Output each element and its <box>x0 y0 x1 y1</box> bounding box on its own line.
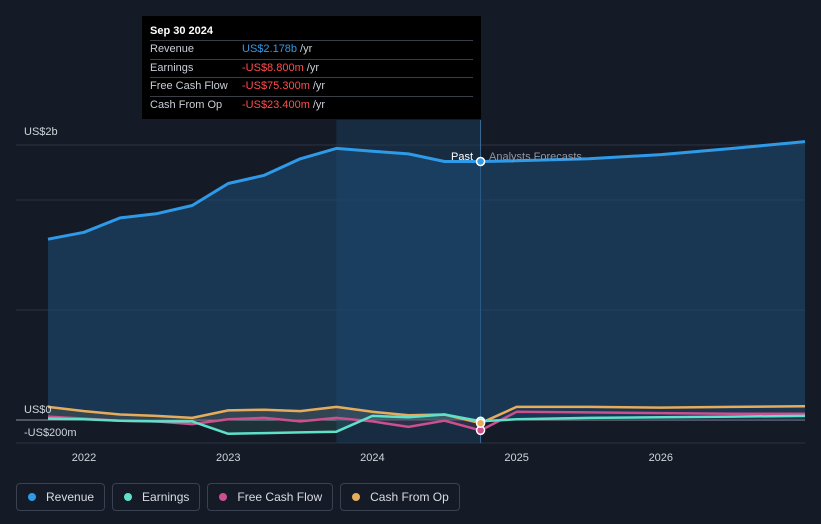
x-tick-label: 2025 <box>504 452 528 464</box>
earnings-forecast-line <box>480 414 806 423</box>
cash-from-op-marker <box>475 418 486 428</box>
revenue-area <box>48 141 805 420</box>
series-lines <box>47 140 806 436</box>
tooltip-row-earnings: Earnings -US$8.800m /yr <box>150 58 473 78</box>
x-tick-label: 2026 <box>649 452 673 464</box>
past-label: Past <box>451 151 473 163</box>
legend: Revenue Earnings Free Cash Flow Cash Fro… <box>16 483 460 511</box>
tooltip-value: US$2.178b <box>242 43 298 55</box>
revenue-marker <box>475 156 486 167</box>
x-tick-label: 2022 <box>72 452 96 464</box>
revenue-dot-icon <box>28 493 36 501</box>
cash-from-op-area <box>48 406 481 424</box>
cfo-dot-icon <box>352 493 361 501</box>
legend-label: Cash From Op <box>370 490 449 504</box>
tooltip-label: Revenue <box>150 43 195 55</box>
hover-markers <box>475 156 486 436</box>
legend-item-earnings[interactable]: Earnings <box>112 483 201 511</box>
tooltip-row-revenue: Revenue US$2.178b /yr <box>150 40 473 59</box>
legend-label: Earnings <box>142 490 190 504</box>
tooltip-unit: /yr <box>312 98 326 111</box>
tooltip-unit: /yr <box>306 61 319 74</box>
tooltip-unit: /yr <box>300 43 313 55</box>
x-axis-ticks: 2022 2023 2024 2025 2026 <box>72 452 673 464</box>
tooltip-value: -US$8.800m <box>242 61 304 74</box>
legend-item-cash-from-op[interactable]: Cash From Op <box>340 483 460 511</box>
tooltip-date: Sep 30 2024 <box>150 25 213 37</box>
cash-from-op-forecast-line <box>480 405 806 425</box>
tooltip-row-fcf: Free Cash Flow -US$75.300m /yr <box>150 77 473 96</box>
forecast-label: Analysts Forecasts <box>489 151 582 163</box>
tooltip-label: Earnings <box>150 61 194 74</box>
y-tick-label: US$2b <box>24 126 58 138</box>
series-areas <box>48 141 805 434</box>
free-cash-flow-area <box>48 416 481 431</box>
tooltip-value: -US$23.400m <box>242 98 310 111</box>
legend-item-revenue[interactable]: Revenue <box>16 483 106 511</box>
revenue-past-line <box>47 146 481 241</box>
legend-label: Free Cash Flow <box>237 490 323 504</box>
fcf-dot-icon <box>219 493 228 501</box>
tooltip-label: Free Cash Flow <box>150 80 228 92</box>
tooltip-row-cfo: Cash From Op -US$23.400m /yr <box>150 95 473 115</box>
tooltip-value: -US$75.300m <box>242 80 310 92</box>
cash-from-op-past-line <box>47 405 481 425</box>
y-tick-label: US$0 <box>24 404 52 416</box>
revenue-forecast-line <box>480 140 806 163</box>
free-cash-flow-forecast-line <box>480 410 805 432</box>
legend-label: Revenue <box>46 490 95 504</box>
tooltip-unit: /yr <box>312 80 326 92</box>
earnings-area <box>48 414 481 434</box>
x-tick-label: 2023 <box>216 452 240 464</box>
earnings-past-line <box>47 413 481 436</box>
tooltip: Sep 30 2024 Revenue US$2.178b /yr Earnin… <box>142 16 481 119</box>
y-tick-label: -US$200m <box>24 427 77 439</box>
earnings-dot-icon <box>124 493 133 501</box>
x-tick-label: 2024 <box>360 452 384 464</box>
y-axis-ticks: US$2b US$0 -US$200m <box>24 126 77 439</box>
tooltip-label: Cash From Op <box>150 98 223 111</box>
legend-item-free-cash-flow[interactable]: Free Cash Flow <box>207 483 334 511</box>
